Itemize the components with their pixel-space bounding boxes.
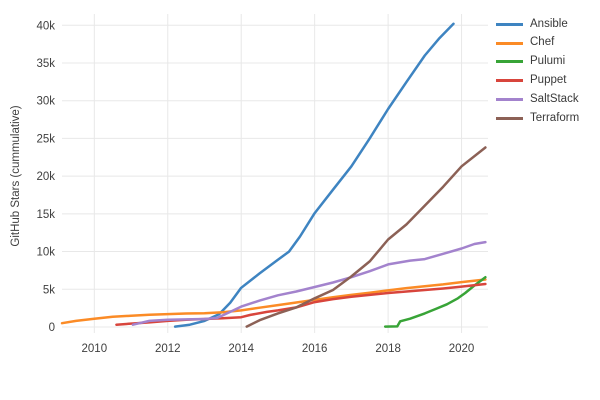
legend-swatch-icon bbox=[496, 41, 523, 45]
series-line-terraform bbox=[245, 146, 487, 328]
legend-label: Pulumi bbox=[530, 55, 566, 68]
legend-label: Chef bbox=[530, 36, 555, 49]
series-line-saltstack bbox=[131, 240, 487, 326]
legend-item-pulumi[interactable]: Pulumi bbox=[496, 53, 579, 72]
y-axis-title: GitHub Stars (cummulative) bbox=[10, 105, 22, 247]
y-tick-label: 0 bbox=[49, 322, 55, 334]
legend-label: SaltStack bbox=[530, 92, 579, 105]
series-line-pulumi bbox=[383, 275, 487, 328]
legend-item-ansible[interactable]: Ansible bbox=[496, 15, 579, 34]
legend: Ansible Chef Pulumi Puppet SaltStack Terrafor… bbox=[496, 15, 579, 128]
legend-item-chef[interactable]: Chef bbox=[496, 34, 579, 53]
y-tick-label: 25k bbox=[36, 133, 55, 145]
legend-label: Terraform bbox=[530, 111, 580, 124]
legend-item-saltstack[interactable]: SaltStack bbox=[496, 90, 579, 109]
legend-item-puppet[interactable]: Puppet bbox=[496, 71, 579, 90]
x-tick-label: 2018 bbox=[375, 343, 401, 355]
y-tick-label: 35k bbox=[36, 58, 55, 70]
series-line-ansible bbox=[173, 22, 455, 328]
legend-swatch-icon bbox=[496, 60, 523, 64]
x-tick-label: 2014 bbox=[228, 343, 254, 355]
y-tick-label: 20k bbox=[36, 171, 55, 183]
y-tick-label: 15k bbox=[36, 209, 55, 221]
legend-swatch-icon bbox=[496, 116, 523, 120]
y-tick-label: 5k bbox=[43, 284, 55, 296]
legend-label: Puppet bbox=[530, 74, 567, 87]
legend-label: Ansible bbox=[530, 17, 568, 30]
legend-item-terraform[interactable]: Terraform bbox=[496, 109, 579, 128]
series-line-chef bbox=[60, 278, 487, 325]
legend-swatch-icon bbox=[496, 79, 523, 83]
y-tick-label: 40k bbox=[36, 20, 55, 32]
x-tick-label: 2010 bbox=[82, 343, 108, 355]
legend-swatch-icon bbox=[496, 98, 523, 102]
x-tick-label: 2012 bbox=[155, 343, 181, 355]
y-tick-label: 10k bbox=[36, 247, 55, 259]
x-tick-label: 2020 bbox=[449, 343, 475, 355]
x-tick-label: 2016 bbox=[302, 343, 328, 355]
y-tick-label: 30k bbox=[36, 96, 55, 108]
legend-swatch-icon bbox=[496, 22, 523, 26]
